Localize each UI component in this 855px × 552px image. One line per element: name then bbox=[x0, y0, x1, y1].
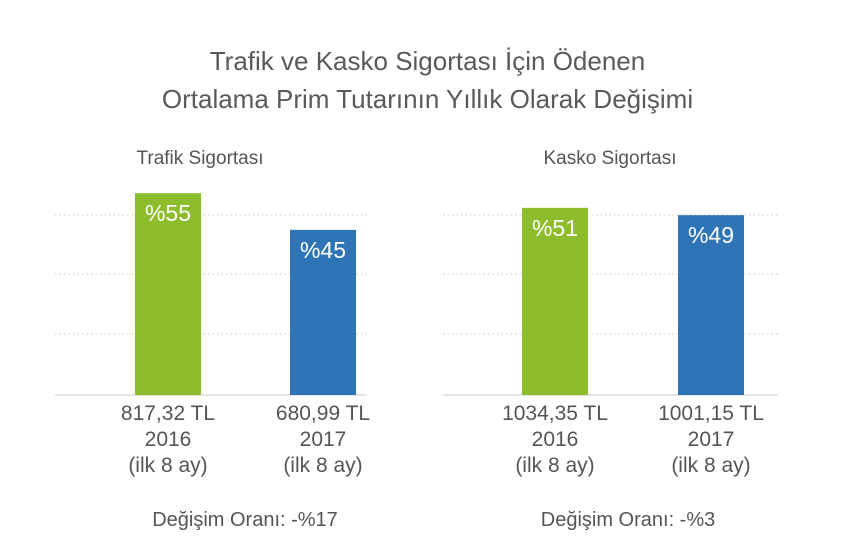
chart-2-bar-1 bbox=[522, 207, 588, 395]
chart-2-bar-2-period-label: (ilk 8 ay) bbox=[671, 454, 750, 477]
chart-2-bar-2-value-label: %49 bbox=[688, 222, 734, 248]
chart-2-bar-2-amount-label: 1001,15 TL bbox=[658, 402, 764, 425]
chart-1-bar-1 bbox=[135, 193, 201, 395]
chart-1-bar-1-period-label: (ilk 8 ay) bbox=[128, 454, 207, 477]
chart-2-subtitle: Kasko Sigortası bbox=[543, 148, 676, 169]
chart-2-bar-2-year-label: 2017 bbox=[688, 428, 735, 451]
chart-2-bar-1-value-label: %51 bbox=[532, 215, 578, 241]
chart-1-bar-2-amount-label: 680,99 TL bbox=[276, 402, 370, 425]
chart-1-bar-1-value-label: %55 bbox=[145, 200, 191, 226]
chart-1-bar-2-value-label: %45 bbox=[300, 237, 346, 263]
chart-1-subtitle: Trafik Sigortası bbox=[136, 148, 263, 169]
chart-2-bar-1-year-label: 2016 bbox=[532, 428, 579, 451]
chart-title-line-2: Ortalama Prim Tutarının Yıllık Olarak De… bbox=[161, 84, 694, 114]
chart-2-bar-1-amount-label: 1034,35 TL bbox=[502, 402, 608, 425]
chart-2-bar-1-period-label: (ilk 8 ay) bbox=[515, 454, 594, 477]
chart-title-line-1: Trafik ve Kasko Sigortası İçin Ödenen bbox=[209, 46, 646, 76]
chart-1-bar-1-year-label: 2016 bbox=[145, 428, 192, 451]
chart-2-change-rate: Değişim Oranı: -%3 bbox=[541, 509, 716, 531]
chart-2-bar-2 bbox=[678, 215, 744, 395]
chart-1-bar-2 bbox=[290, 229, 356, 395]
chart-1-bar-1-amount-label: 817,32 TL bbox=[121, 402, 215, 425]
chart-1-bar-2-year-label: 2017 bbox=[300, 428, 347, 451]
chart-1-bar-2-period-label: (ilk 8 ay) bbox=[283, 454, 362, 477]
chart-1-change-rate: Değişim Oranı: -%17 bbox=[152, 509, 338, 531]
